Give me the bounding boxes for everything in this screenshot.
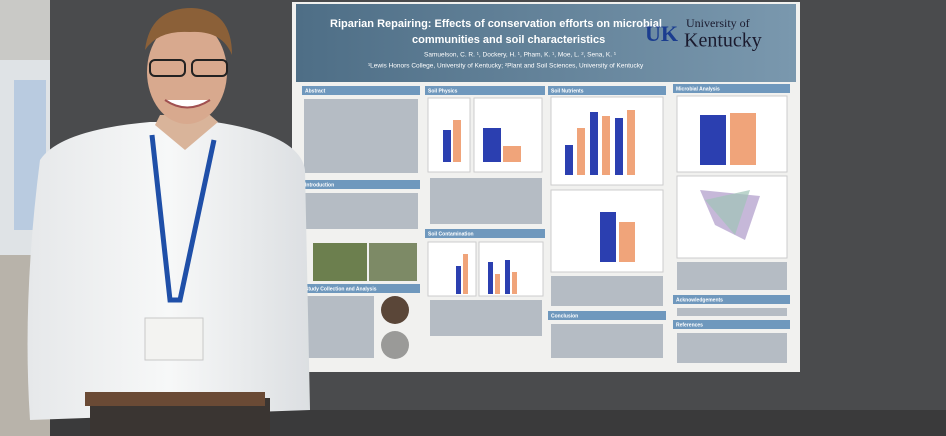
glasses: [191, 59, 228, 77]
person: [27, 8, 311, 436]
section-heading: Soil Nutrients: [551, 88, 584, 94]
section-bar: [425, 86, 545, 95]
figure-panels: [427, 95, 788, 297]
section-heading: References: [676, 322, 703, 328]
section-heading: Study Collection and Analysis: [305, 286, 377, 292]
neck: [155, 115, 218, 150]
section-heading: Acknowledgements: [676, 297, 723, 303]
logo-name: University of: [686, 16, 750, 30]
section-heading: Introduction: [305, 182, 334, 188]
poster: Riparian Repairing: Effects of conservat…: [292, 2, 800, 372]
section-heading: Soil Contamination: [428, 231, 474, 237]
section-bar: [548, 311, 666, 320]
poster-title: Riparian Repairing: Effects of conservat…: [330, 18, 662, 30]
section-bar: [548, 86, 666, 95]
logo-name: Kentucky: [684, 30, 762, 52]
section-bar: [302, 284, 420, 293]
belt: [85, 392, 265, 406]
poster-affiliations: ¹Lewis Honors College, University of Ken…: [368, 63, 644, 70]
section-bar: [302, 86, 420, 95]
photo-plate: [381, 331, 409, 359]
face: [147, 20, 227, 124]
poster-header: [296, 4, 796, 82]
lanyard: [149, 134, 217, 303]
name-badge: [144, 317, 204, 361]
glasses: [149, 59, 186, 77]
hair: [145, 8, 232, 55]
section-bar: [302, 180, 420, 189]
smile: [164, 99, 211, 109]
photo-soil: [381, 296, 409, 324]
section-bar: [673, 295, 790, 304]
section-heading: Conclusion: [551, 313, 578, 319]
poster-title: communities and soil characteristics: [412, 34, 605, 46]
text-blocks: [304, 99, 787, 363]
photo-stream: [313, 243, 367, 281]
photo-site: [369, 243, 417, 281]
section-bar: [673, 320, 790, 329]
section-heading: Soil Physics: [428, 88, 458, 94]
section-bar: [673, 84, 790, 93]
section-heading: Abstract: [305, 88, 326, 94]
logo-mark: UK: [645, 21, 678, 46]
section-bar: [425, 229, 545, 238]
poster-authors: Samuelson, C. R. ¹, Dockery, H. ¹, Pham,…: [424, 52, 617, 59]
section-heading: Microbial Analysis: [676, 86, 720, 92]
